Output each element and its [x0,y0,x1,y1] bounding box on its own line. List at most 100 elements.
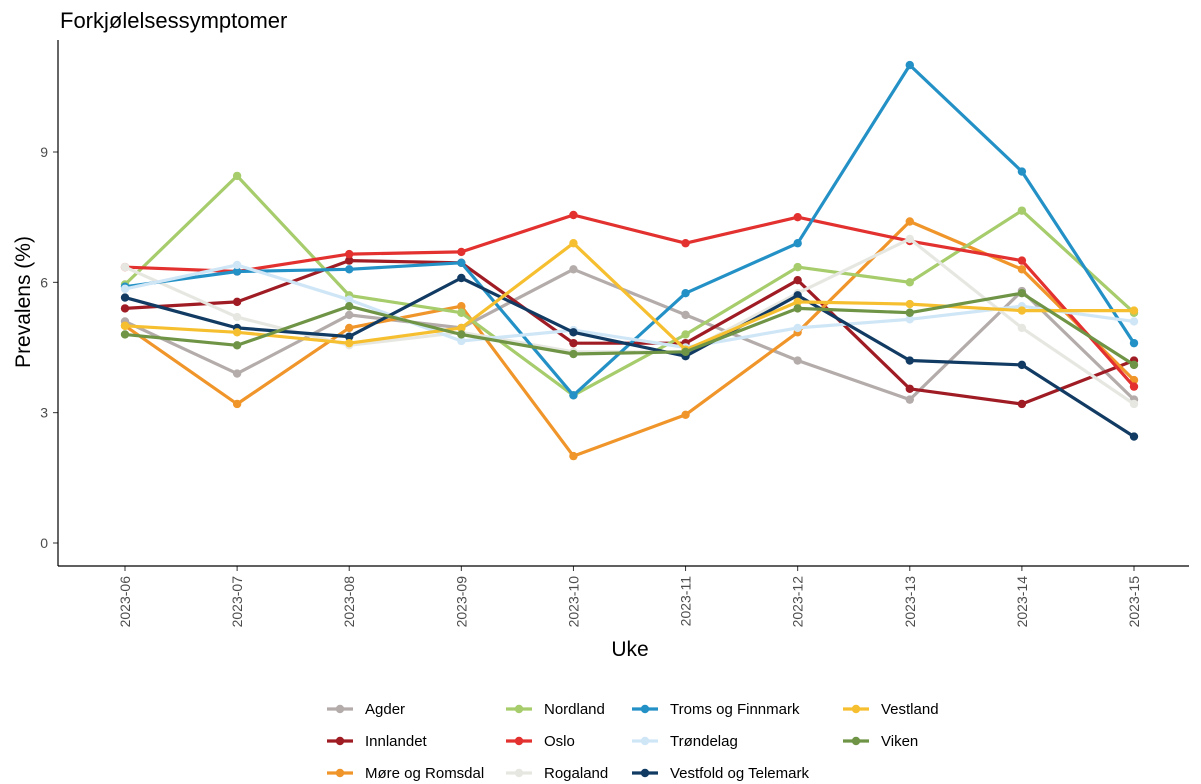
series-8 [120,273,1139,441]
y-tick-label: 9 [40,144,48,160]
data-point [457,247,466,257]
data-point [793,297,802,307]
data-point [681,330,690,339]
data-point [1129,338,1139,348]
data-point [345,323,354,333]
y-tick-label: 3 [40,405,48,421]
series-line [124,213,1136,388]
data-point [793,212,802,222]
data-point [457,308,466,317]
legend-label: Møre og Romsdal [365,765,484,782]
legend-item: Vestfold og Telemark [632,765,809,782]
series-line [124,276,1135,438]
legend-key-point [640,704,650,714]
legend-key-point [851,736,861,746]
data-point [1129,306,1139,315]
data-point [569,338,578,348]
data-point [569,210,578,220]
data-point [793,239,802,248]
data-point [232,341,242,350]
data-point [345,302,354,311]
data-point [457,336,466,346]
data-point [232,260,242,270]
legend-item: Innlandet [327,733,428,750]
legend-item: Trøndelag [632,733,738,750]
series-5 [120,234,1139,409]
legend-label: Innlandet [365,733,428,750]
data-point [345,249,354,259]
legend-label: Nordland [544,701,605,718]
series-line [124,263,1135,350]
data-point [1129,317,1139,326]
x-tick-label: 2023-10 [565,576,581,628]
x-tick-label: 2023-09 [453,576,469,628]
y-axis-title: Prevalens (%) [12,236,35,368]
x-tick-label: 2023-14 [1014,576,1030,628]
data-point [1017,306,1027,315]
data-point [232,312,242,322]
data-point [120,293,130,302]
data-point [345,256,354,265]
data-point [681,410,690,420]
legend-key-point [851,704,861,714]
x-tick-label: 2023-08 [341,576,357,628]
data-point [905,308,914,317]
legend-item: Møre og Romsdal [327,765,484,782]
data-point [232,267,242,276]
x-tick-label: 2023-06 [117,576,133,628]
data-point [569,265,578,274]
legend-key-point [335,704,345,714]
data-point [232,328,242,337]
data-point [1129,382,1139,391]
y-tick-label: 0 [40,535,48,551]
legend-key-point [640,768,650,778]
legend-key-point [514,704,524,714]
series-9 [120,239,1139,354]
legend-label: Oslo [544,733,575,750]
series-line [123,174,1136,397]
data-point [345,338,354,348]
data-point [905,384,914,393]
data-point [905,217,914,226]
y-tick-label: 6 [40,274,48,290]
data-point [457,273,466,283]
data-point [1129,399,1139,409]
series-3 [120,171,1139,400]
legend-item: Nordland [506,701,605,718]
legend-label: Rogaland [544,765,608,782]
data-point [232,399,242,409]
data-point [569,391,578,400]
legend-item: Oslo [506,733,575,750]
data-point [1017,323,1027,333]
data-point [457,323,466,333]
data-point [905,395,914,404]
x-tick-label: 2023-07 [229,576,245,628]
data-point [345,295,354,304]
data-point [1017,265,1027,274]
data-point [120,304,130,313]
legend-key-point [640,736,650,746]
data-point [905,356,914,365]
data-point [569,451,578,461]
legend-key-point [514,736,524,746]
legend-item: Vestland [843,701,939,718]
data-point [793,356,802,365]
data-point [905,315,914,324]
data-point [793,323,802,333]
data-point [232,297,242,307]
y-axis: 0 3 6 9 [40,144,58,551]
data-point [681,310,690,320]
data-point [681,347,690,357]
legend-label: Agder [365,701,405,718]
x-axis: 2023-06 2023-07 2023-08 2023-09 2023-10 2023-… [117,566,1142,627]
data-point [1129,360,1139,370]
legend: Agder Innlandet Møre og Romsdal Nordland Osl… [327,701,939,782]
data-point [905,234,914,244]
data-point [457,302,466,311]
x-tick-label: 2023-12 [790,576,806,628]
data-point [1017,167,1027,176]
data-point [905,299,914,309]
data-point [345,332,354,341]
data-point [120,330,130,339]
